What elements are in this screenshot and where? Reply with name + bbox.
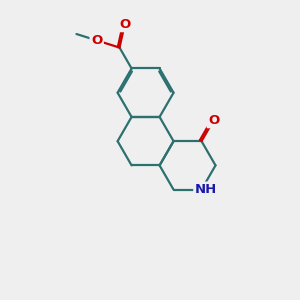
- Text: NH: NH: [195, 183, 217, 196]
- Text: O: O: [208, 114, 219, 127]
- Text: O: O: [119, 18, 130, 31]
- Text: O: O: [91, 34, 102, 47]
